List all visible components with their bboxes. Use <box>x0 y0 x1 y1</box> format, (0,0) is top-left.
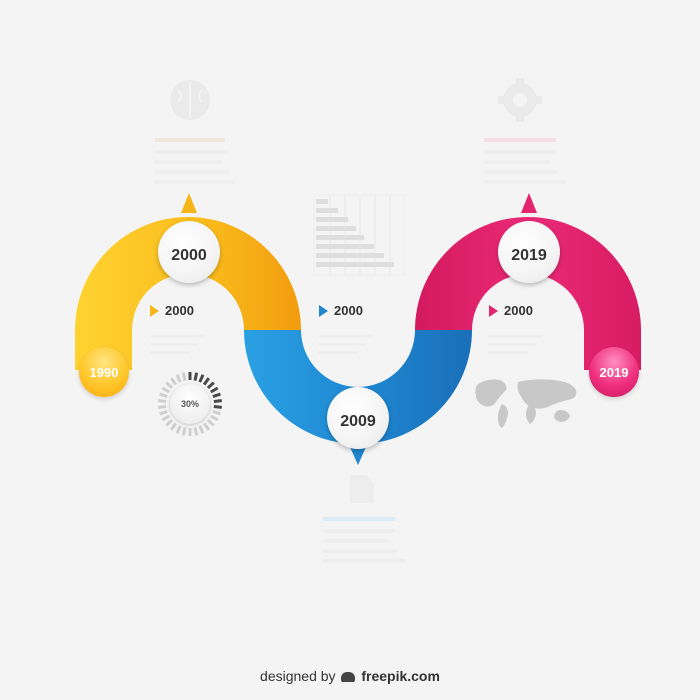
gauge-tick <box>210 386 219 394</box>
milestone-year-3: 2019 <box>511 247 547 264</box>
gauge-tick <box>159 409 168 416</box>
gauge-tick <box>161 386 170 394</box>
credit-prefix: designed by <box>260 668 336 684</box>
milestone-bubble-2: 2009 <box>327 387 389 449</box>
gauge-tick <box>158 405 167 409</box>
gauge-tick <box>198 425 205 434</box>
gauge-tick <box>206 418 215 427</box>
gauge-tick <box>198 374 205 383</box>
milestone-bubble-3: 2019 <box>498 221 560 283</box>
world-map-icon <box>475 379 577 428</box>
gauge-center: 30% <box>158 372 222 436</box>
mid-label-2: 2000 <box>319 303 363 318</box>
gauge-tick <box>169 377 178 386</box>
mid-label-1: 2000 <box>150 303 194 318</box>
gauge-percent: 30% <box>180 399 200 409</box>
gauge-tick <box>212 392 221 399</box>
mid-label-3: 2000 <box>489 303 533 318</box>
gauge-tick <box>212 409 221 416</box>
freepik-logo-icon <box>341 672 356 683</box>
gauge-tick <box>169 422 178 431</box>
bar-chart-icon <box>313 194 405 276</box>
start-year-cap: 1990 <box>79 347 129 397</box>
mid-label-1-text: 2000 <box>165 303 194 318</box>
document-icon <box>350 475 374 503</box>
credit-line: designed by freepik.com <box>0 668 700 684</box>
pointer-up-pink <box>521 193 537 213</box>
milestone-year-1: 2000 <box>171 247 207 264</box>
gauge-tick <box>210 414 219 422</box>
gauge-tick <box>159 392 168 399</box>
text-placeholder-3 <box>323 517 405 563</box>
gauge-tick <box>158 399 167 403</box>
gauge-tick <box>202 377 211 386</box>
pink-arch <box>415 217 641 370</box>
triangle-marker-icon <box>319 304 328 317</box>
progress-gauge <box>158 372 222 436</box>
gauge-knob <box>170 384 210 424</box>
gauge-tick <box>181 372 187 381</box>
yellow-arch <box>75 217 301 370</box>
gauge-tick <box>161 414 170 422</box>
gauge-tick <box>206 381 215 390</box>
credit-brand: freepik.com <box>361 668 440 684</box>
gauge-tick <box>181 427 187 436</box>
gauge-tick <box>193 372 199 381</box>
gauge-tick <box>213 405 222 409</box>
gauge-tick <box>213 399 222 403</box>
triangle-marker-icon <box>489 304 498 317</box>
text-placeholder-1 <box>155 138 235 184</box>
pointer-up-yellow <box>181 193 197 213</box>
end-year-cap: 2019 <box>589 347 639 397</box>
gauge-tick <box>175 425 182 434</box>
pointer-down-blue <box>350 447 366 465</box>
gauge-tick <box>165 381 174 390</box>
gear-icon <box>498 78 542 122</box>
mid-label-3-text: 2000 <box>504 303 533 318</box>
text-placeholder-2 <box>484 138 566 184</box>
gauge-tick <box>175 374 182 383</box>
milestone-bubble-1: 2000 <box>158 221 220 283</box>
label-placeholder-lines <box>150 335 542 354</box>
triangle-marker-icon <box>150 304 159 317</box>
gauge-tick <box>193 427 199 436</box>
gauge-tick <box>165 418 174 427</box>
milestone-year-2: 2009 <box>340 413 376 430</box>
brain-icon <box>170 80 210 120</box>
mid-label-2-text: 2000 <box>334 303 363 318</box>
gauge-tick <box>202 422 211 431</box>
